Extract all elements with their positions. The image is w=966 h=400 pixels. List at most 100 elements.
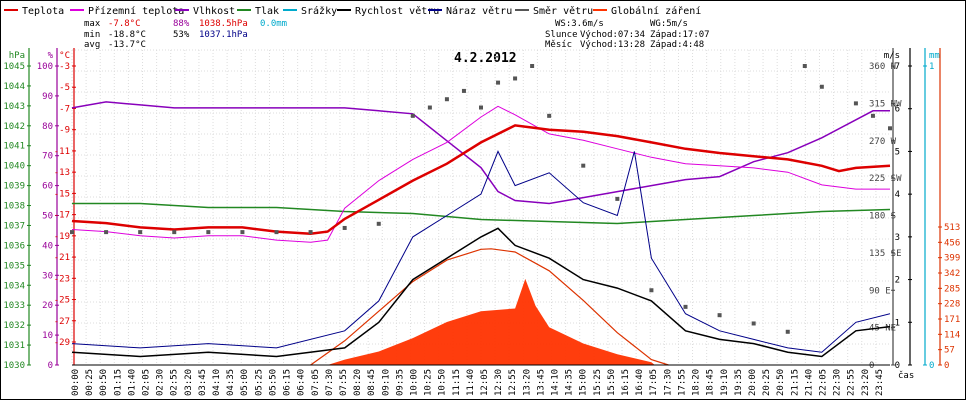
pressure-axis-tick: 1032 xyxy=(3,321,25,331)
legend-label: Srážky xyxy=(301,5,337,17)
x-tick-label: 07:55 xyxy=(339,369,349,396)
pressure-axis-tick: 1044 xyxy=(3,82,25,92)
legend-label: Náraz větru xyxy=(446,5,512,17)
x-tick-label: 00:00 xyxy=(71,369,81,396)
humidity-line xyxy=(71,101,890,205)
humidity-axis-tick: 70 xyxy=(42,152,53,162)
pressure-line xyxy=(72,202,891,225)
direction-axis-tick: 180 S xyxy=(869,212,896,222)
humidity-axis-tick: 0 xyxy=(48,361,53,371)
x-tick-label: 03:20 xyxy=(184,369,194,396)
ground-temp-line xyxy=(71,105,890,243)
x-tick-label: 18:20 xyxy=(692,369,702,396)
wind-axis-tick: 0 xyxy=(895,361,900,371)
info-moon-rise: Východ:13:28 xyxy=(580,40,645,50)
x-tick-label: 07:05 xyxy=(311,369,321,396)
wind-dir-point xyxy=(683,304,688,309)
legend-label: Rychlost větru xyxy=(355,5,439,17)
stat-min-label: min xyxy=(84,30,100,40)
info-wg: WG:5m/s xyxy=(650,19,688,29)
x-tick-label: 20:25 xyxy=(762,369,772,396)
wind-dir-point xyxy=(785,329,790,334)
x-tick-label: 13:20 xyxy=(522,369,532,396)
wind-axis-tick: 2 xyxy=(895,276,900,286)
x-tick-label: 23:45 xyxy=(875,369,885,396)
wind-dir-point xyxy=(410,113,415,118)
direction-axis-tick: 90 E xyxy=(869,286,891,296)
stat-min-hum: 53% xyxy=(173,30,190,40)
humidity-axis-tick: 20 xyxy=(42,301,53,311)
radiation-area xyxy=(327,278,655,365)
pressure-axis-tick: 1031 xyxy=(3,341,25,351)
wind-dir-point xyxy=(751,321,756,326)
legend: Teplota Přízemní teplota Vlhkost Tlak Srážky… xyxy=(4,5,701,17)
x-tick-label: 14:10 xyxy=(551,369,561,396)
radiation-axis-tick: 228 xyxy=(944,300,960,310)
x-tick-label: 22:30 xyxy=(833,369,843,396)
wind-axis-tick: 1 xyxy=(895,318,900,328)
x-tick-label: 15:25 xyxy=(593,369,603,396)
x-tick-label: 20:00 xyxy=(748,369,758,396)
humidity-axis-tick: 10 xyxy=(42,331,53,341)
x-tick-label: 17:05 xyxy=(649,369,659,396)
x-tick-label: 11:40 xyxy=(466,369,476,396)
x-tick-label: 22:05 xyxy=(818,369,828,396)
wind-dir-point xyxy=(308,230,313,235)
x-tick-label: 22:55 xyxy=(847,369,857,396)
temperature-axis-tick: -11 xyxy=(54,147,70,157)
wind-dir-point xyxy=(513,76,518,81)
humidity-axis-tick: 60 xyxy=(42,182,53,192)
stat-max-rain: 0.0mm xyxy=(260,19,287,29)
radiation-axis-tick: 342 xyxy=(944,269,960,279)
wind-dir-point xyxy=(172,230,177,235)
wind-axis-tick: 6 xyxy=(895,105,900,115)
temperature-axis-tick: -3 xyxy=(59,62,70,72)
temperature-axis-tick: -23 xyxy=(54,274,70,284)
wind-dir-point xyxy=(717,313,722,318)
x-tick-label: 02:05 xyxy=(142,369,152,396)
temperature-axis-tick: -25 xyxy=(54,296,70,306)
radiation-axis-tick: 456 xyxy=(944,238,960,248)
x-tick-label: 02:55 xyxy=(170,369,180,396)
x-axis-ticks: 00:00 00:25 00:50 01:15 01:40 02:05 02:30 02:55… xyxy=(71,364,890,396)
x-tick-label: 10:50 xyxy=(438,369,448,396)
legend-label: Směr větru xyxy=(533,5,593,17)
humidity-axis-tick: 50 xyxy=(42,212,53,222)
x-tick-label: 18:45 xyxy=(706,369,716,396)
x-tick-label: 04:35 xyxy=(226,369,236,396)
pressure-axis-tick: 1045 xyxy=(3,62,25,72)
radiation-axis-tick: 114 xyxy=(944,330,960,340)
wind-dir-point xyxy=(444,97,449,102)
pressure-axis-tick: 1039 xyxy=(3,182,25,192)
rain-axis-tick: 1 xyxy=(929,62,934,72)
direction-axis-tick: 360 N xyxy=(869,62,896,72)
stat-avg-label: avg xyxy=(84,40,100,50)
wind-dir-point xyxy=(240,230,245,235)
x-tick-label: 03:45 xyxy=(198,369,208,396)
x-tick-label: 19:10 xyxy=(720,369,730,396)
x-tick-label: 05:25 xyxy=(254,369,264,396)
wind-dir-point xyxy=(649,288,654,293)
radiation-axis-tick: 0 xyxy=(944,361,949,371)
pressure-axis-tick: 1030 xyxy=(3,361,25,371)
x-tick-label: 08:20 xyxy=(353,369,363,396)
temperature-line xyxy=(71,124,891,235)
wind-dir-point xyxy=(104,230,109,235)
wind-dir-point xyxy=(496,80,501,85)
pressure-axis-tick: 1043 xyxy=(3,102,25,112)
direction-axis-tick: 315 NW xyxy=(869,99,902,109)
pressure-axis-tick: 1036 xyxy=(3,241,25,251)
temperature-axis-tick: -21 xyxy=(54,253,70,263)
info-sun: Slunce xyxy=(545,30,578,40)
x-tick-label: 00:25 xyxy=(85,369,95,396)
humidity-axis-tick: 30 xyxy=(42,271,53,281)
x-tick-label: 13:45 xyxy=(536,369,546,396)
info-ws: WS:3.6m/s xyxy=(555,19,604,29)
x-tick-label: 06:15 xyxy=(283,369,293,396)
stat-avg-temp: -13.7°C xyxy=(108,40,146,50)
pressure-axis-tick: 1037 xyxy=(3,221,25,231)
wind-dir-point xyxy=(479,105,483,110)
stat-min-temp: -18.8°C xyxy=(108,30,146,40)
pressure-axis-tick: 1038 xyxy=(3,202,25,212)
